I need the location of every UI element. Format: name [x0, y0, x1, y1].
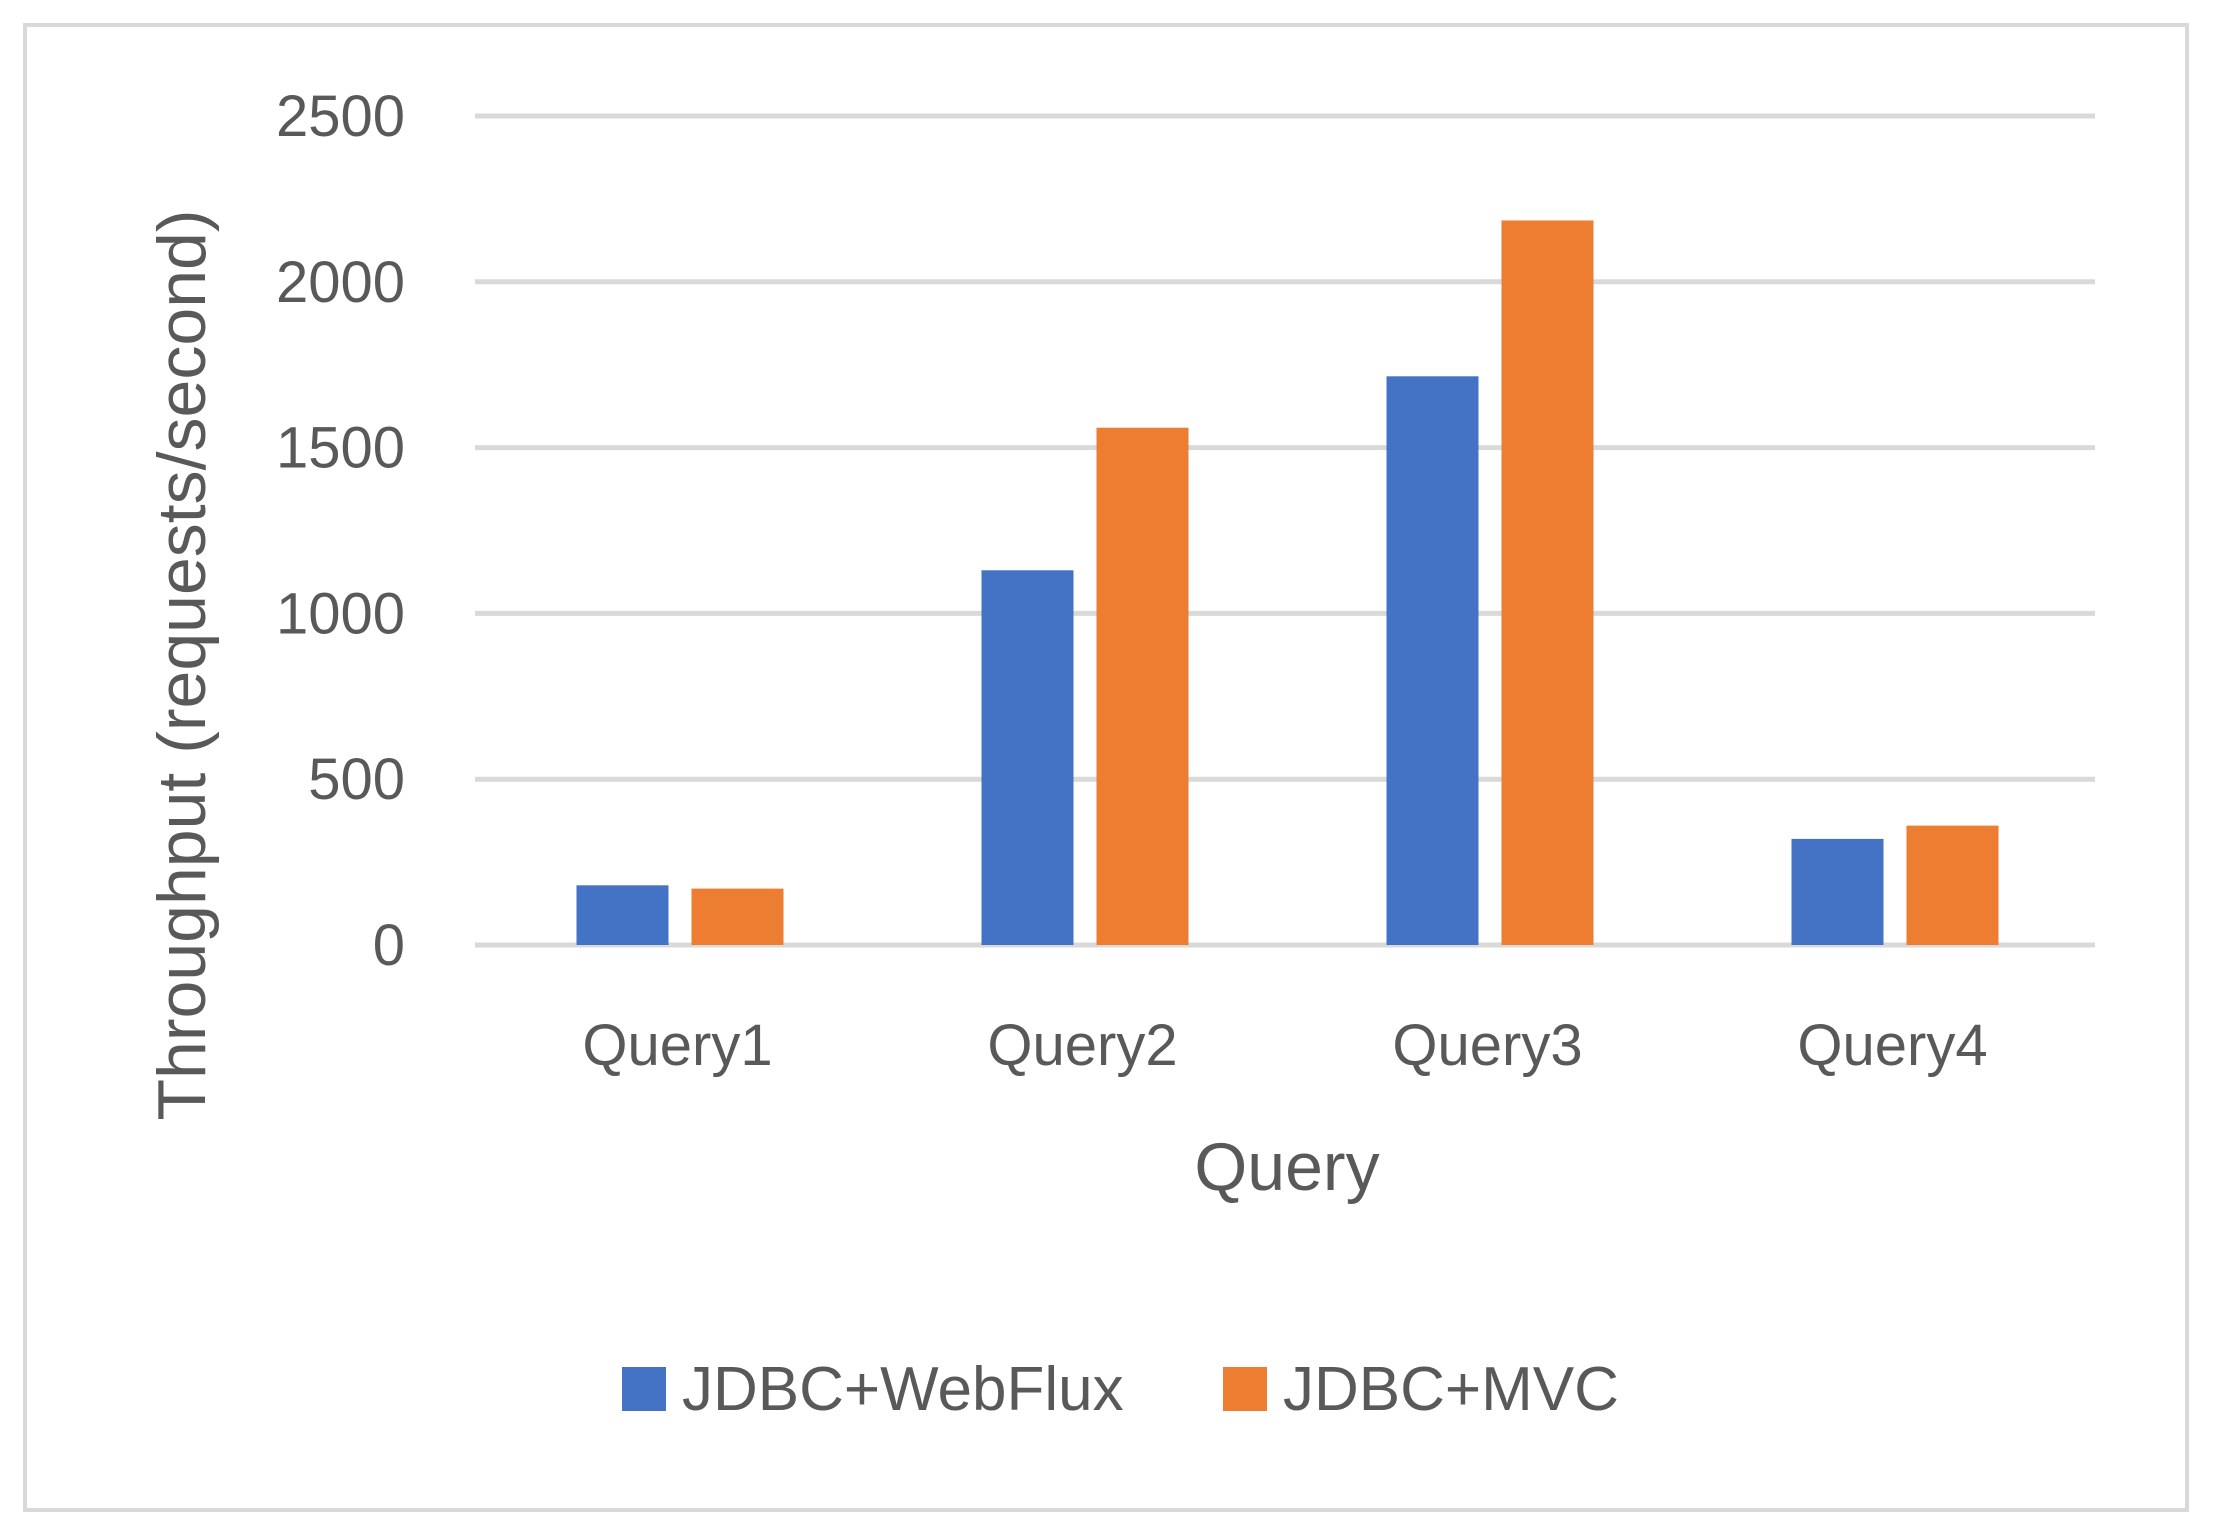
legend-swatch — [622, 1367, 666, 1411]
y-tick-label: 1500 — [276, 416, 405, 481]
x-tick-label: Query1 — [582, 1013, 772, 1078]
bar-jdbc-webflux-query1 — [576, 885, 669, 945]
legend-swatch — [1223, 1367, 1267, 1411]
bar-jdbc-webflux-query3 — [1386, 376, 1479, 945]
bar-jdbc-mvc-query3 — [1501, 220, 1594, 946]
bar-jdbc-webflux-query4 — [1791, 838, 1884, 945]
x-axis-title: Query — [1194, 1129, 1379, 1205]
y-tick-label: 2500 — [276, 84, 405, 149]
bar-jdbc-mvc-query1 — [691, 888, 784, 945]
x-tick-label: Query4 — [1797, 1013, 1987, 1078]
bar-jdbc-webflux-query2 — [981, 570, 1074, 945]
bar-jdbc-mvc-query4 — [1906, 825, 1999, 945]
y-tick-label: 500 — [308, 747, 405, 812]
y-tick-label: 2000 — [276, 250, 405, 315]
x-tick-label: Query3 — [1392, 1013, 1582, 1078]
legend-label: JDBC+MVC — [1283, 1355, 1619, 1424]
x-tick-label: Query2 — [987, 1013, 1177, 1078]
y-tick-label: 0 — [373, 913, 405, 978]
bar-jdbc-mvc-query2 — [1096, 427, 1189, 946]
y-tick-label: 1000 — [276, 581, 405, 646]
y-axis-title: Throughput (requests/second) — [144, 210, 220, 1121]
legend-label: JDBC+WebFlux — [682, 1355, 1124, 1424]
